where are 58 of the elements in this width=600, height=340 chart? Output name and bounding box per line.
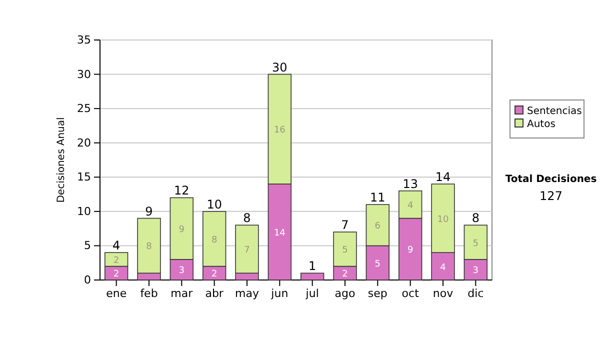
total-label: 9 — [145, 204, 153, 218]
total-label: 8 — [472, 211, 480, 226]
data-label: 2 — [342, 270, 348, 280]
data-label: 3 — [178, 266, 185, 276]
y-tick-label: 20 — [77, 136, 91, 150]
legend-label: Autos — [527, 119, 556, 130]
total-label: 14 — [435, 170, 451, 184]
x-tick-label: ene — [106, 286, 127, 300]
x-tick-label: nov — [432, 286, 454, 300]
data-label: 7 — [244, 246, 250, 256]
data-label: 5 — [342, 246, 348, 256]
total-label: 30 — [272, 60, 288, 74]
data-label: 8 — [211, 235, 218, 246]
bar — [300, 272, 324, 280]
total-label: 8 — [243, 211, 251, 226]
x-tick-label: jul — [304, 286, 319, 300]
total-label: 13 — [402, 176, 418, 191]
total-label: 1 — [308, 259, 316, 274]
total-label: 10 — [206, 197, 222, 212]
data-label: 2 — [113, 270, 120, 280]
data-label: 9 — [407, 246, 414, 256]
data-label: 8 — [146, 242, 152, 252]
data-label: 9 — [178, 225, 185, 236]
y-tick-label: 15 — [77, 170, 91, 184]
data-label: 2 — [113, 256, 120, 266]
text: 127 — [540, 189, 562, 203]
data-label: 3 — [472, 266, 479, 276]
data-label: 10 — [437, 214, 449, 225]
text: Total Decisiones — [505, 174, 597, 185]
data-label: 6 — [374, 222, 381, 232]
y-tick-label: 0 — [84, 274, 91, 287]
y-tick-label: 25 — [77, 102, 91, 116]
data-label: 5 — [472, 238, 479, 249]
data-label: 16 — [274, 126, 286, 136]
data-label: 2 — [211, 270, 218, 280]
legend-label: Sentencias — [527, 106, 582, 117]
x-tick-label: feb — [140, 286, 158, 300]
data-label: 5 — [374, 259, 381, 270]
total-label: 12 — [174, 184, 190, 198]
data-label: 14 — [274, 228, 286, 238]
x-tick-label: may — [235, 286, 260, 300]
total-label: 11 — [370, 190, 386, 205]
total-label: 4 — [112, 238, 120, 253]
total-label: 7 — [341, 218, 349, 232]
x-tick-label: sep — [368, 286, 388, 300]
x-tick-label: dic — [468, 286, 484, 300]
y-tick-label: 30 — [77, 68, 91, 81]
y-tick-label: 35 — [77, 34, 91, 47]
x-tick-label: mar — [170, 286, 194, 300]
y-tick-label: 5 — [84, 239, 91, 252]
x-tick-label: ago — [334, 286, 356, 300]
y-axis-title: Decisiones Anual — [56, 117, 67, 203]
x-tick-label: oct — [402, 286, 420, 300]
data-label: 4 — [407, 201, 414, 212]
x-tick-label: abr — [205, 286, 224, 300]
x-tick-label: jun — [270, 286, 288, 300]
y-tick-label: 10 — [77, 204, 91, 218]
data-label: 4 — [440, 262, 446, 273]
